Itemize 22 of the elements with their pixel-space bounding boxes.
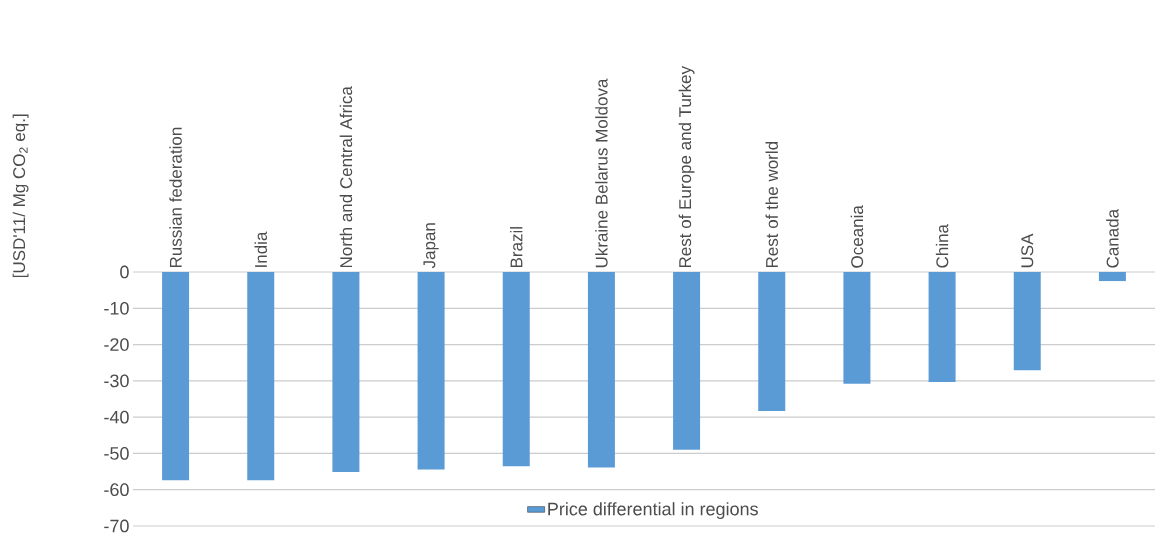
legend-label: Price differential in regions [548, 502, 758, 519]
x-tick-label: Oceania [850, 205, 864, 268]
y-tick-label: -40 [104, 410, 129, 424]
x-tick-label: Rest of Europe and Turkey [678, 65, 695, 268]
x-tick-label: Brazil [510, 227, 523, 268]
y-tick-label: 0 [120, 265, 129, 279]
y-tick-label: -10 [104, 301, 129, 315]
y-tick-label: -60 [104, 483, 129, 497]
y-tick-label: -50 [104, 447, 129, 460]
x-tick-label: USA [1021, 233, 1034, 268]
x-tick-label: Russian federation [169, 127, 182, 268]
x-tick-label: North and Central Africa [339, 86, 353, 268]
y-axis-title: [USD'11/ Mg CO$_{2}$ eq.] [12, 114, 29, 278]
y-tick-label: -20 [104, 338, 129, 351]
x-tick-label: India [254, 231, 267, 267]
x-tick-label: Rest of the world [765, 142, 778, 268]
x-tick-label: Canada [1106, 208, 1119, 268]
y-tick-label: -30 [104, 374, 129, 388]
y-tick-label: -70 [104, 519, 129, 533]
x-tick-label: Ukraine Belarus Moldova [595, 78, 608, 268]
x-tick-label: Japan [423, 223, 439, 269]
x-tick-label: China [935, 224, 949, 268]
